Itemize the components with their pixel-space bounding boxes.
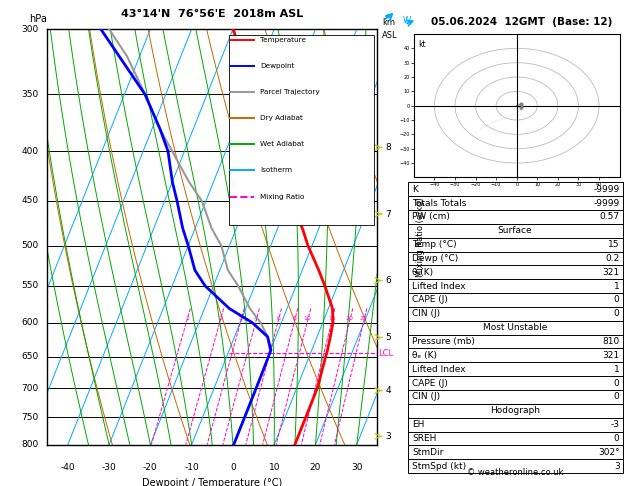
Text: 0: 0 — [230, 463, 236, 472]
Text: Lifted Index: Lifted Index — [412, 364, 465, 374]
Text: 8: 8 — [386, 143, 391, 152]
Text: Dry Adiabat: Dry Adiabat — [260, 115, 303, 121]
Text: 1: 1 — [614, 364, 620, 374]
Text: -10: -10 — [184, 463, 199, 472]
Text: Surface: Surface — [498, 226, 533, 235]
Text: 25: 25 — [360, 316, 368, 321]
Text: 810: 810 — [603, 337, 620, 346]
Text: -30: -30 — [102, 463, 116, 472]
Text: SREH: SREH — [412, 434, 437, 443]
Text: -9999: -9999 — [593, 198, 620, 208]
Text: 8: 8 — [292, 316, 296, 321]
Text: Wet Adiabat: Wet Adiabat — [260, 141, 304, 147]
Text: 10: 10 — [269, 463, 280, 472]
Text: Dewp (°C): Dewp (°C) — [412, 254, 459, 263]
Text: 3: 3 — [614, 462, 620, 471]
Text: LCL: LCL — [378, 349, 393, 358]
Text: Isotherm: Isotherm — [260, 168, 292, 174]
Text: 5: 5 — [386, 333, 391, 342]
Text: 450: 450 — [22, 196, 39, 206]
Text: Dewpoint / Temperature (°C): Dewpoint / Temperature (°C) — [142, 478, 282, 486]
Text: 550: 550 — [21, 281, 39, 291]
Text: 321: 321 — [603, 351, 620, 360]
Text: 0: 0 — [614, 434, 620, 443]
Text: 10: 10 — [304, 316, 311, 321]
Text: hPa: hPa — [29, 14, 47, 24]
Text: 300: 300 — [21, 25, 39, 34]
Text: θₑ (K): θₑ (K) — [412, 351, 437, 360]
Text: W: W — [403, 17, 411, 25]
Text: CAPE (J): CAPE (J) — [412, 295, 448, 305]
Text: EH: EH — [412, 420, 425, 429]
Text: -9999: -9999 — [593, 185, 620, 194]
Text: 6: 6 — [386, 276, 391, 285]
Text: -20: -20 — [143, 463, 158, 472]
Text: 3: 3 — [386, 432, 391, 441]
Text: 650: 650 — [21, 352, 39, 361]
Text: 700: 700 — [21, 383, 39, 393]
Text: 350: 350 — [21, 90, 39, 99]
Text: 600: 600 — [21, 318, 39, 327]
Text: 0: 0 — [614, 379, 620, 388]
Text: 15: 15 — [328, 316, 336, 321]
Text: 05.06.2024  12GMT  (Base: 12): 05.06.2024 12GMT (Base: 12) — [431, 17, 612, 27]
Text: Mixing Ratio: Mixing Ratio — [260, 193, 304, 200]
Text: StmSpd (kt): StmSpd (kt) — [412, 462, 466, 471]
Text: 500: 500 — [21, 241, 39, 250]
Text: © weatheronline.co.uk: © weatheronline.co.uk — [467, 468, 564, 477]
Text: 20: 20 — [310, 463, 321, 472]
Text: kt: kt — [418, 40, 426, 49]
Text: K: K — [412, 185, 418, 194]
Text: 0: 0 — [614, 309, 620, 318]
Text: Totals Totals: Totals Totals — [412, 198, 466, 208]
Text: Pressure (mb): Pressure (mb) — [412, 337, 475, 346]
Text: 302°: 302° — [598, 448, 620, 457]
Text: StmDir: StmDir — [412, 448, 443, 457]
Text: 321: 321 — [603, 268, 620, 277]
Text: θₑ(K): θₑ(K) — [412, 268, 434, 277]
Text: 6: 6 — [276, 316, 281, 321]
Text: 4: 4 — [254, 316, 258, 321]
Text: 0: 0 — [614, 295, 620, 305]
Text: 7: 7 — [386, 209, 391, 219]
Text: -40: -40 — [60, 463, 75, 472]
Text: 4: 4 — [386, 386, 391, 395]
FancyBboxPatch shape — [229, 35, 374, 225]
Text: km: km — [382, 18, 396, 27]
Text: 43°14'N  76°56'E  2018m ASL: 43°14'N 76°56'E 2018m ASL — [121, 9, 303, 19]
Text: Parcel Trajectory: Parcel Trajectory — [260, 89, 320, 95]
Text: 1: 1 — [614, 281, 620, 291]
Text: 15: 15 — [608, 240, 620, 249]
Text: PW (cm): PW (cm) — [412, 212, 450, 222]
Text: Lifted Index: Lifted Index — [412, 281, 465, 291]
Text: Hodograph: Hodograph — [490, 406, 540, 416]
Text: 20: 20 — [346, 316, 353, 321]
Text: 30: 30 — [351, 463, 362, 472]
Text: -3: -3 — [611, 420, 620, 429]
Text: Mixing Ratio (g/kg): Mixing Ratio (g/kg) — [416, 197, 425, 277]
Text: Dewpoint: Dewpoint — [260, 63, 294, 69]
Text: 0.2: 0.2 — [605, 254, 620, 263]
Text: 1: 1 — [185, 316, 189, 321]
Text: 0.57: 0.57 — [599, 212, 620, 222]
Text: Temp (°C): Temp (°C) — [412, 240, 457, 249]
Text: 750: 750 — [21, 413, 39, 422]
Text: Temperature: Temperature — [260, 36, 306, 43]
Text: 2: 2 — [218, 316, 222, 321]
Text: CAPE (J): CAPE (J) — [412, 379, 448, 388]
Text: CIN (J): CIN (J) — [412, 392, 440, 401]
Text: Most Unstable: Most Unstable — [483, 323, 547, 332]
Text: ASL: ASL — [382, 31, 398, 39]
Text: 3: 3 — [239, 316, 243, 321]
Text: 800: 800 — [21, 440, 39, 449]
Text: CIN (J): CIN (J) — [412, 309, 440, 318]
Text: 400: 400 — [22, 147, 39, 156]
Text: 0: 0 — [614, 392, 620, 401]
